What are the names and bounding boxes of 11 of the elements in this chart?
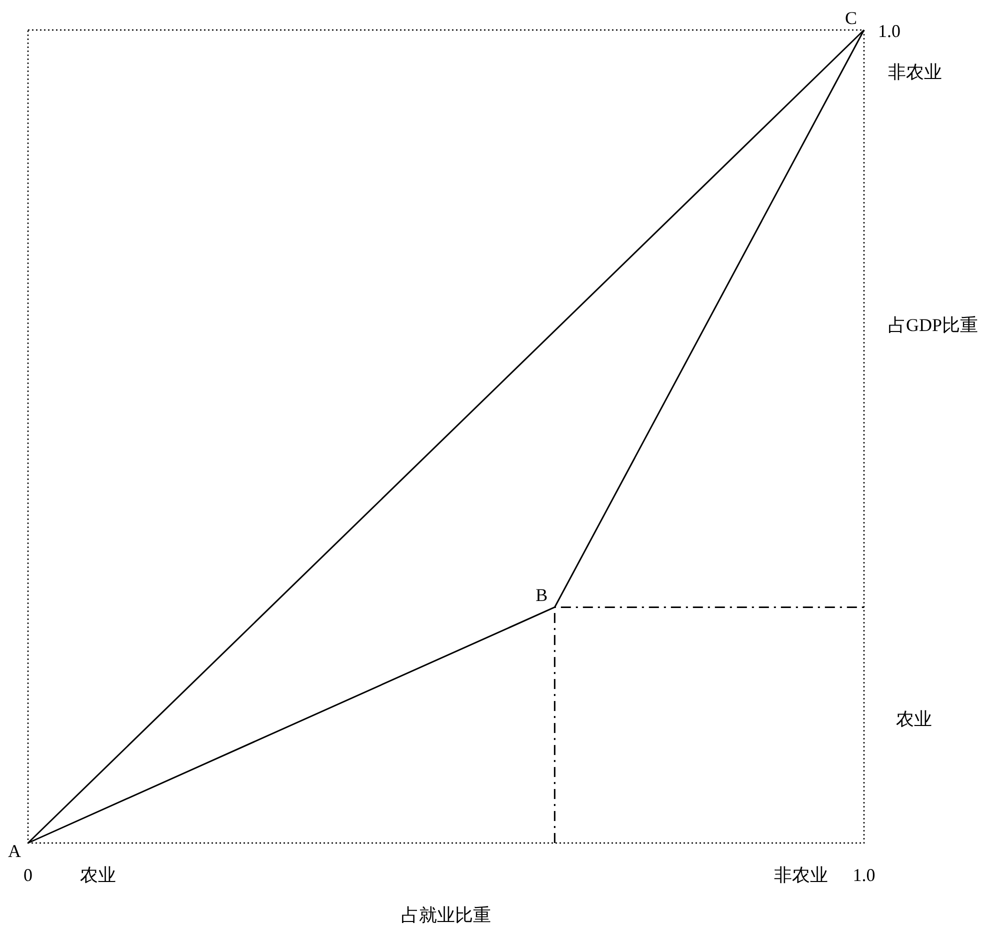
text: 非农业 <box>774 865 828 885</box>
text: 1.0 <box>878 21 900 41</box>
annotation: B <box>536 585 548 606</box>
y-axis-title: 占GDP比重 <box>888 315 978 335</box>
x-tick-label: 0 <box>24 865 32 885</box>
x-axis-title: 占就业比重 <box>401 905 491 925</box>
text: 农业 <box>896 709 932 729</box>
annotation: A <box>8 841 21 861</box>
text: 农业 <box>80 865 116 885</box>
text: 非农业 <box>888 62 942 82</box>
annotation: C <box>844 8 857 28</box>
